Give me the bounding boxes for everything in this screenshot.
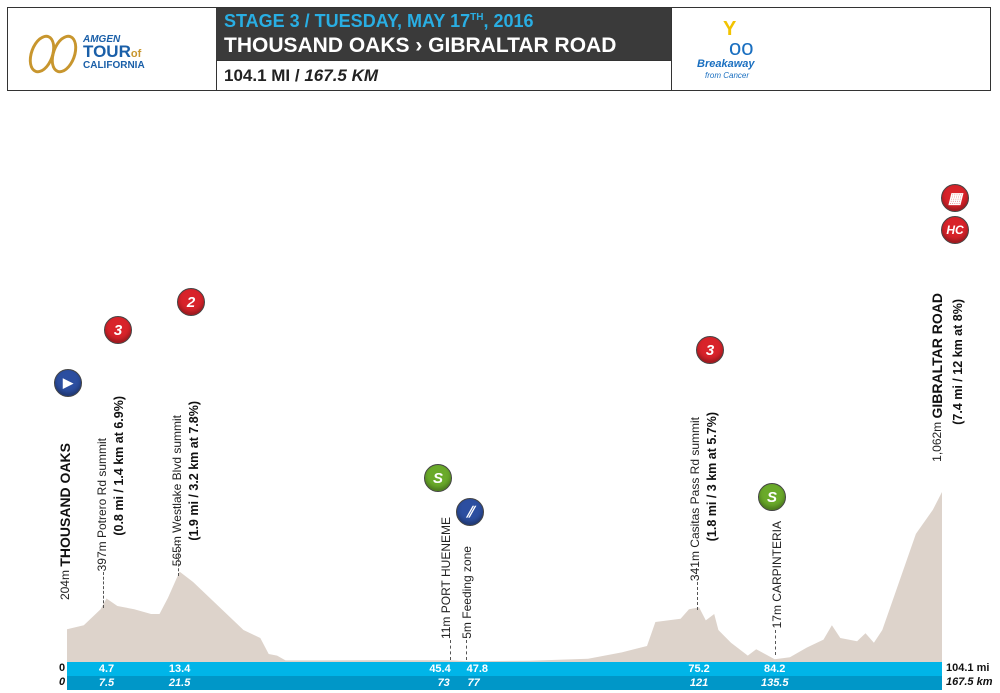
marker-label: 565m Westlake Blvd summit bbox=[170, 415, 184, 566]
marker-name: GIBRALTAR ROAD bbox=[929, 293, 945, 419]
marker-elevation: 204m bbox=[58, 569, 72, 600]
tick-label-km: 21.5 bbox=[168, 677, 191, 689]
marker-name: Casitas Pass Rd summit bbox=[688, 416, 702, 548]
stage-date: STAGE 3 / TUESDAY, MAY 17TH, 2016 bbox=[224, 11, 534, 31]
climb-category-icon: 3 bbox=[104, 316, 132, 344]
logo-text: AMGEN bbox=[83, 34, 121, 45]
stage-route: THOUSAND OAKS › GIBRALTAR ROAD bbox=[224, 34, 617, 57]
marker-dashed-line bbox=[775, 630, 776, 655]
marker-label: 5m Feeding zone bbox=[460, 546, 474, 639]
feeding-zone-icon: ⫽ bbox=[456, 498, 484, 526]
marker-name: THOUSAND OAKS bbox=[57, 442, 73, 567]
climb-detail: (7.4 mi / 12 km at 8%) bbox=[951, 299, 965, 425]
marker-label: 341m Casitas Pass Rd summit bbox=[688, 417, 702, 581]
tick-label-km: 73 bbox=[437, 677, 450, 689]
tick-label-km: 7.5 bbox=[98, 677, 115, 689]
climb-detail: (0.8 mi / 1.4 km at 6.9%) bbox=[112, 396, 126, 536]
marker-name: PORT HUENEME bbox=[439, 516, 453, 614]
sprint-icon: S bbox=[424, 464, 452, 492]
marker-label: 397m Potrero Rd summit bbox=[95, 438, 109, 571]
marker-name: Westlake Blvd summit bbox=[170, 414, 184, 533]
stage-title-block: STAGE 3 / TUESDAY, MAY 17TH, 2016 THOUSA… bbox=[216, 8, 672, 90]
marker-elevation: 397m bbox=[95, 540, 109, 571]
tick-label-mi: 4.7 bbox=[98, 663, 115, 675]
marker-dashed-line bbox=[697, 582, 698, 610]
marker-elevation: 11m bbox=[439, 616, 453, 639]
climb-category-icon: 2 bbox=[177, 288, 205, 316]
tick-label-mi: 47.8 bbox=[466, 663, 489, 675]
marker-elevation: 341m bbox=[688, 550, 702, 581]
tick-label-mi: 13.4 bbox=[168, 663, 191, 675]
stage-distance: 104.1 MI / 167.5 KM bbox=[224, 66, 379, 85]
marker-dashed-line bbox=[178, 540, 179, 576]
marker-dashed-line bbox=[466, 640, 467, 660]
profile-area bbox=[67, 492, 942, 662]
finish-flag-icon: ▦ bbox=[941, 184, 969, 212]
marker-name: Potrero Rd summit bbox=[95, 437, 109, 538]
stage-header: AMGEN TOURof CALIFORNIA STAGE 3 / TUESDA… bbox=[7, 7, 991, 91]
marker-name: Feeding zone bbox=[460, 546, 474, 619]
marker-label: 11m PORT HUENEME bbox=[439, 517, 453, 639]
logo-text: CALIFORNIA bbox=[83, 60, 145, 71]
tick-label-mi: 75.2 bbox=[688, 663, 710, 675]
distance-bar-mi bbox=[67, 662, 942, 676]
climb-detail: (1.9 mi / 3.2 km at 7.8%) bbox=[187, 401, 201, 541]
axis-end-km: 167.5 km bbox=[946, 676, 993, 688]
hors-categorie-icon: HC bbox=[941, 216, 969, 244]
axis-start-km: 0 bbox=[59, 676, 66, 688]
marker-elevation: 1,062m bbox=[930, 421, 944, 462]
tick-label-mi: 84.2 bbox=[764, 663, 786, 675]
tick-label-mi: 45.4 bbox=[429, 663, 451, 675]
marker-elevation: 17m bbox=[770, 604, 784, 628]
sprint-icon: S bbox=[758, 483, 786, 511]
tick-label-km: 121 bbox=[689, 677, 709, 689]
climb-category-icon: 3 bbox=[696, 336, 724, 364]
marker-label: 204m THOUSAND OAKS bbox=[57, 442, 73, 600]
marker-label: 1,062m GIBRALTAR ROAD bbox=[929, 293, 945, 462]
marker-label: 17m CARPINTERIA bbox=[770, 521, 784, 628]
tick-label-km: 77 bbox=[467, 677, 480, 689]
marker-elevation: 565m bbox=[170, 535, 184, 566]
marker-elevation: 5m bbox=[460, 622, 474, 639]
axis-start-mi: 0 bbox=[59, 662, 66, 674]
marker-dashed-line bbox=[103, 572, 104, 608]
start-icon: ▶ bbox=[54, 369, 82, 397]
marker-dashed-line bbox=[450, 640, 451, 660]
tick-label-km: 135.5 bbox=[760, 677, 789, 689]
distance-bar-km bbox=[67, 676, 942, 690]
axis-end-mi: 104.1 mi bbox=[946, 662, 990, 674]
climb-detail: (1.8 mi / 3 km at 5.7%) bbox=[705, 411, 719, 541]
logo-text: TOURof bbox=[83, 42, 142, 61]
marker-name: CARPINTERIA bbox=[770, 520, 784, 602]
